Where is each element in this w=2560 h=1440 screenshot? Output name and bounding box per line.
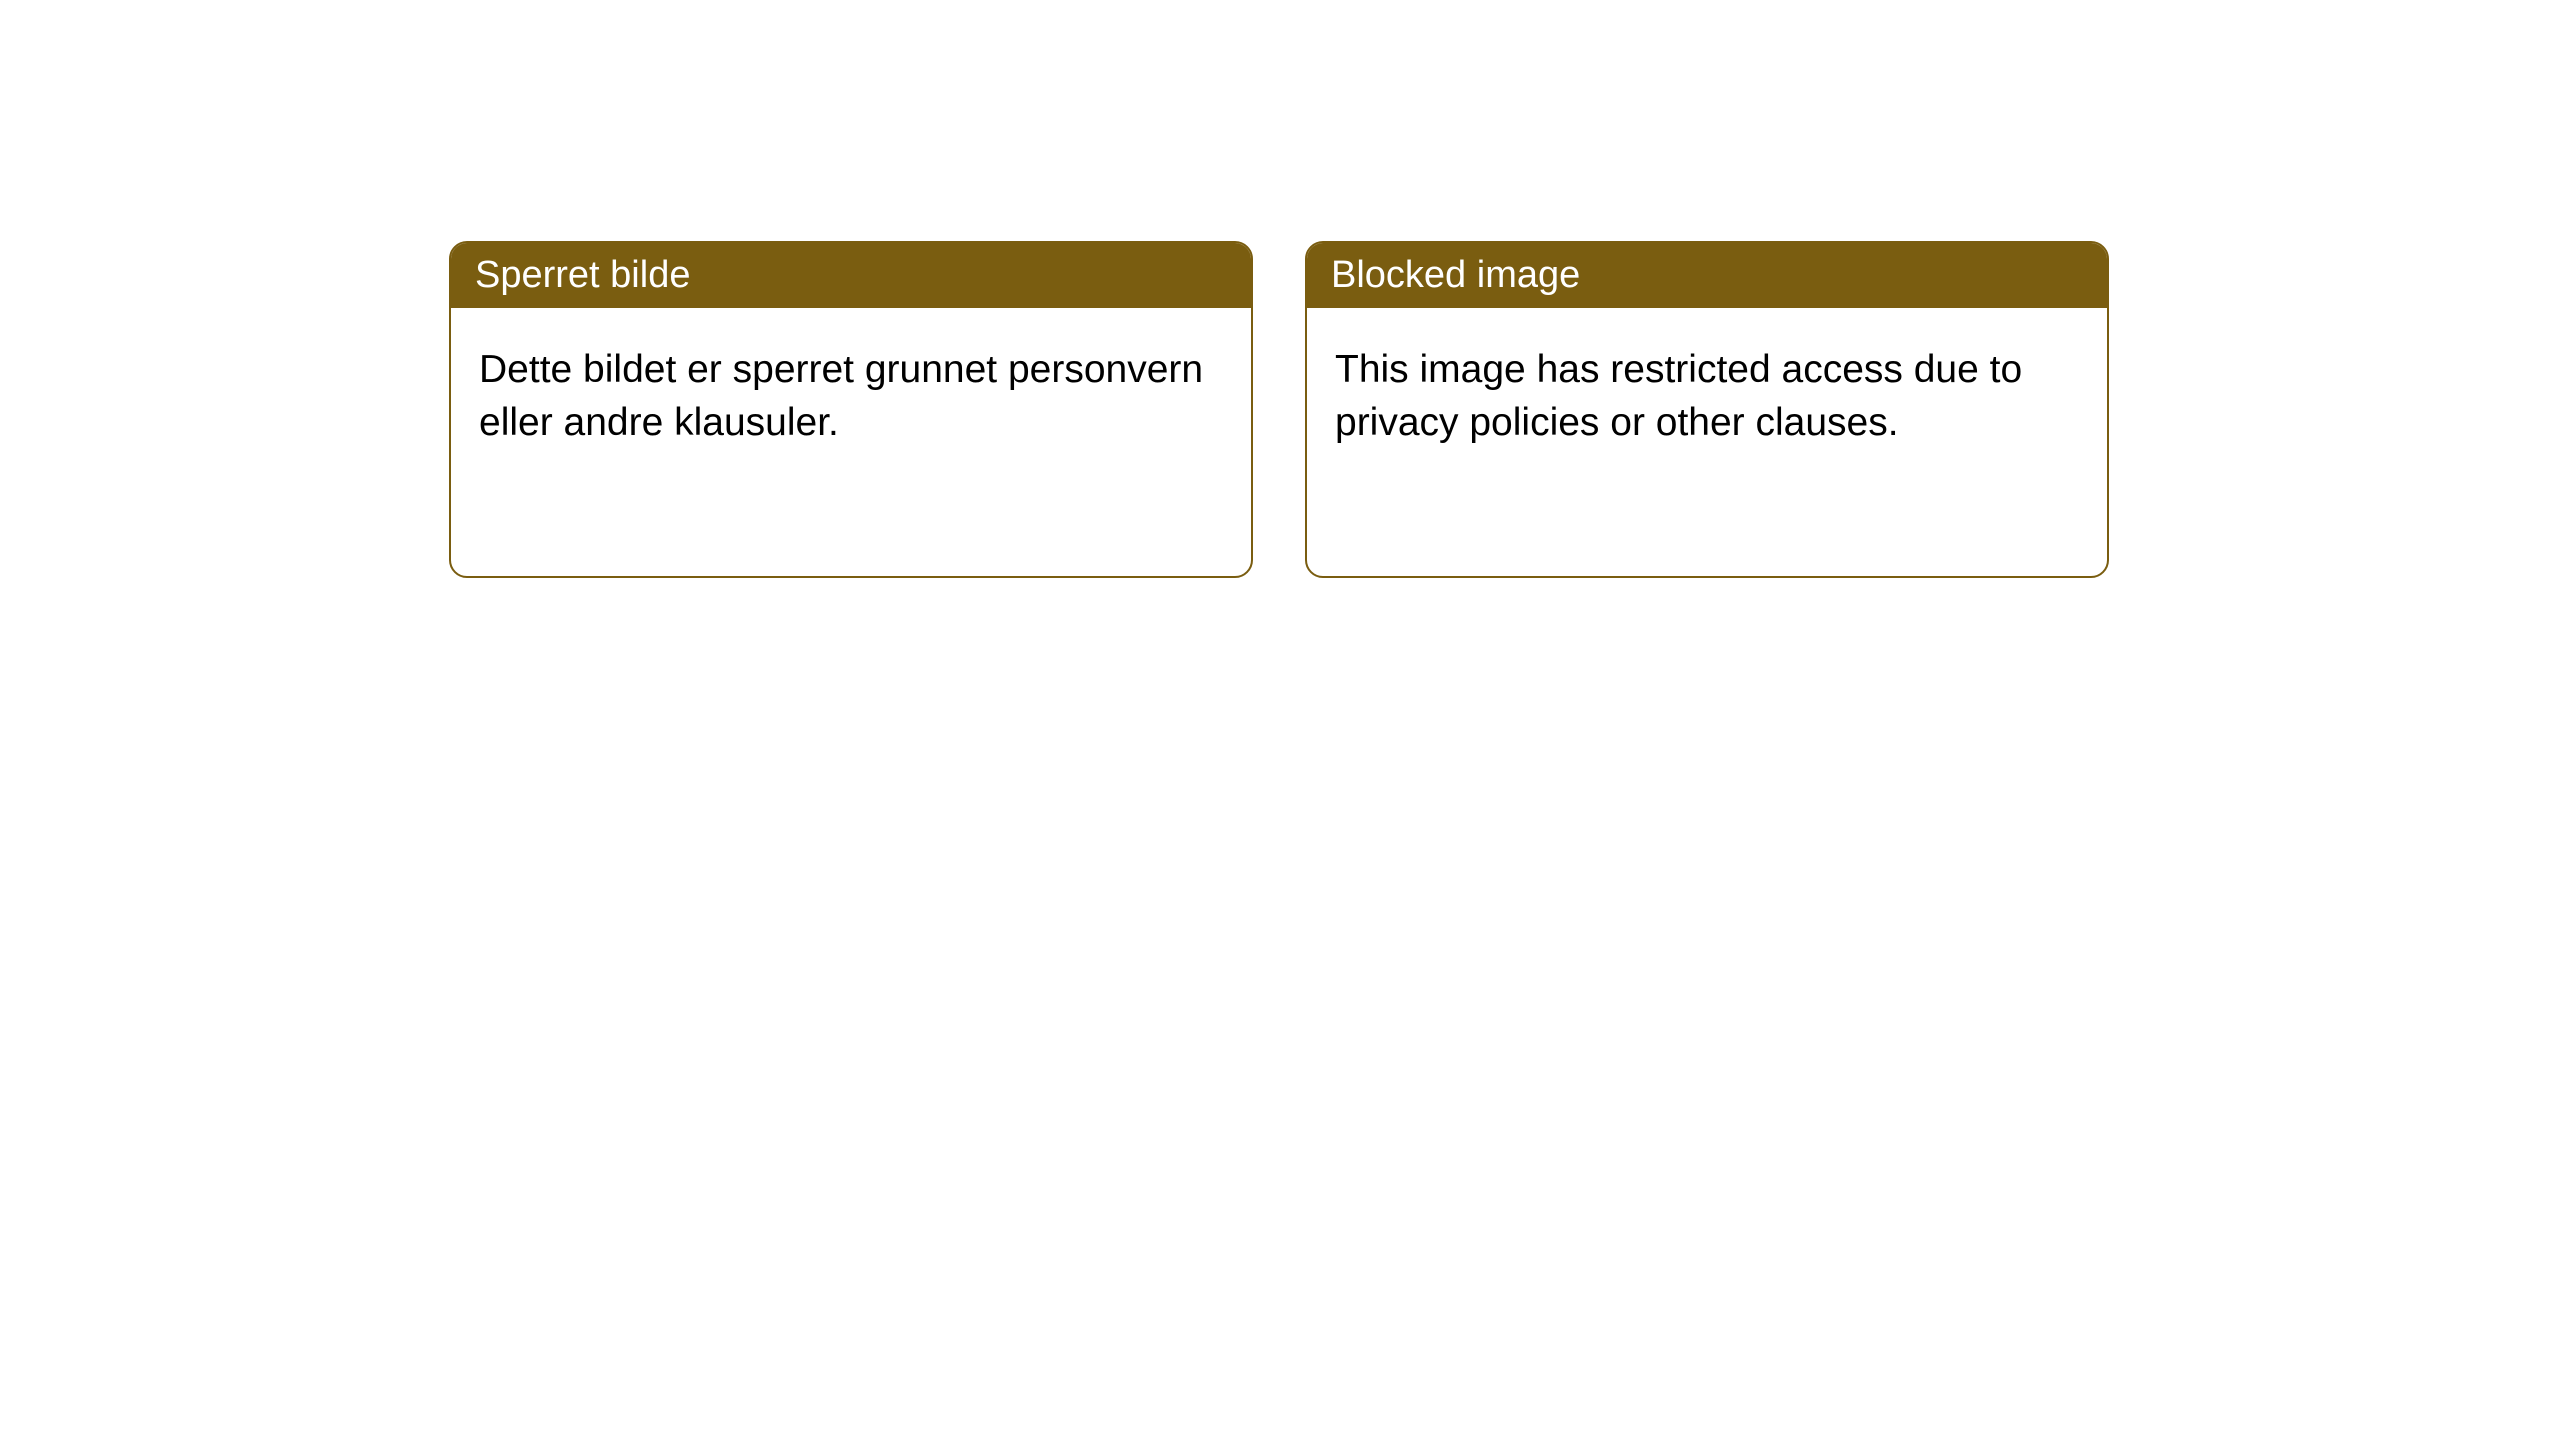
notice-card-norwegian: Sperret bilde Dette bildet er sperret gr… [449,241,1253,578]
notice-card-title: Sperret bilde [451,243,1251,308]
notice-container: Sperret bilde Dette bildet er sperret gr… [0,0,2560,578]
notice-card-title: Blocked image [1307,243,2107,308]
notice-card-body: Dette bildet er sperret grunnet personve… [451,308,1251,485]
notice-card-body: This image has restricted access due to … [1307,308,2107,485]
notice-card-english: Blocked image This image has restricted … [1305,241,2109,578]
